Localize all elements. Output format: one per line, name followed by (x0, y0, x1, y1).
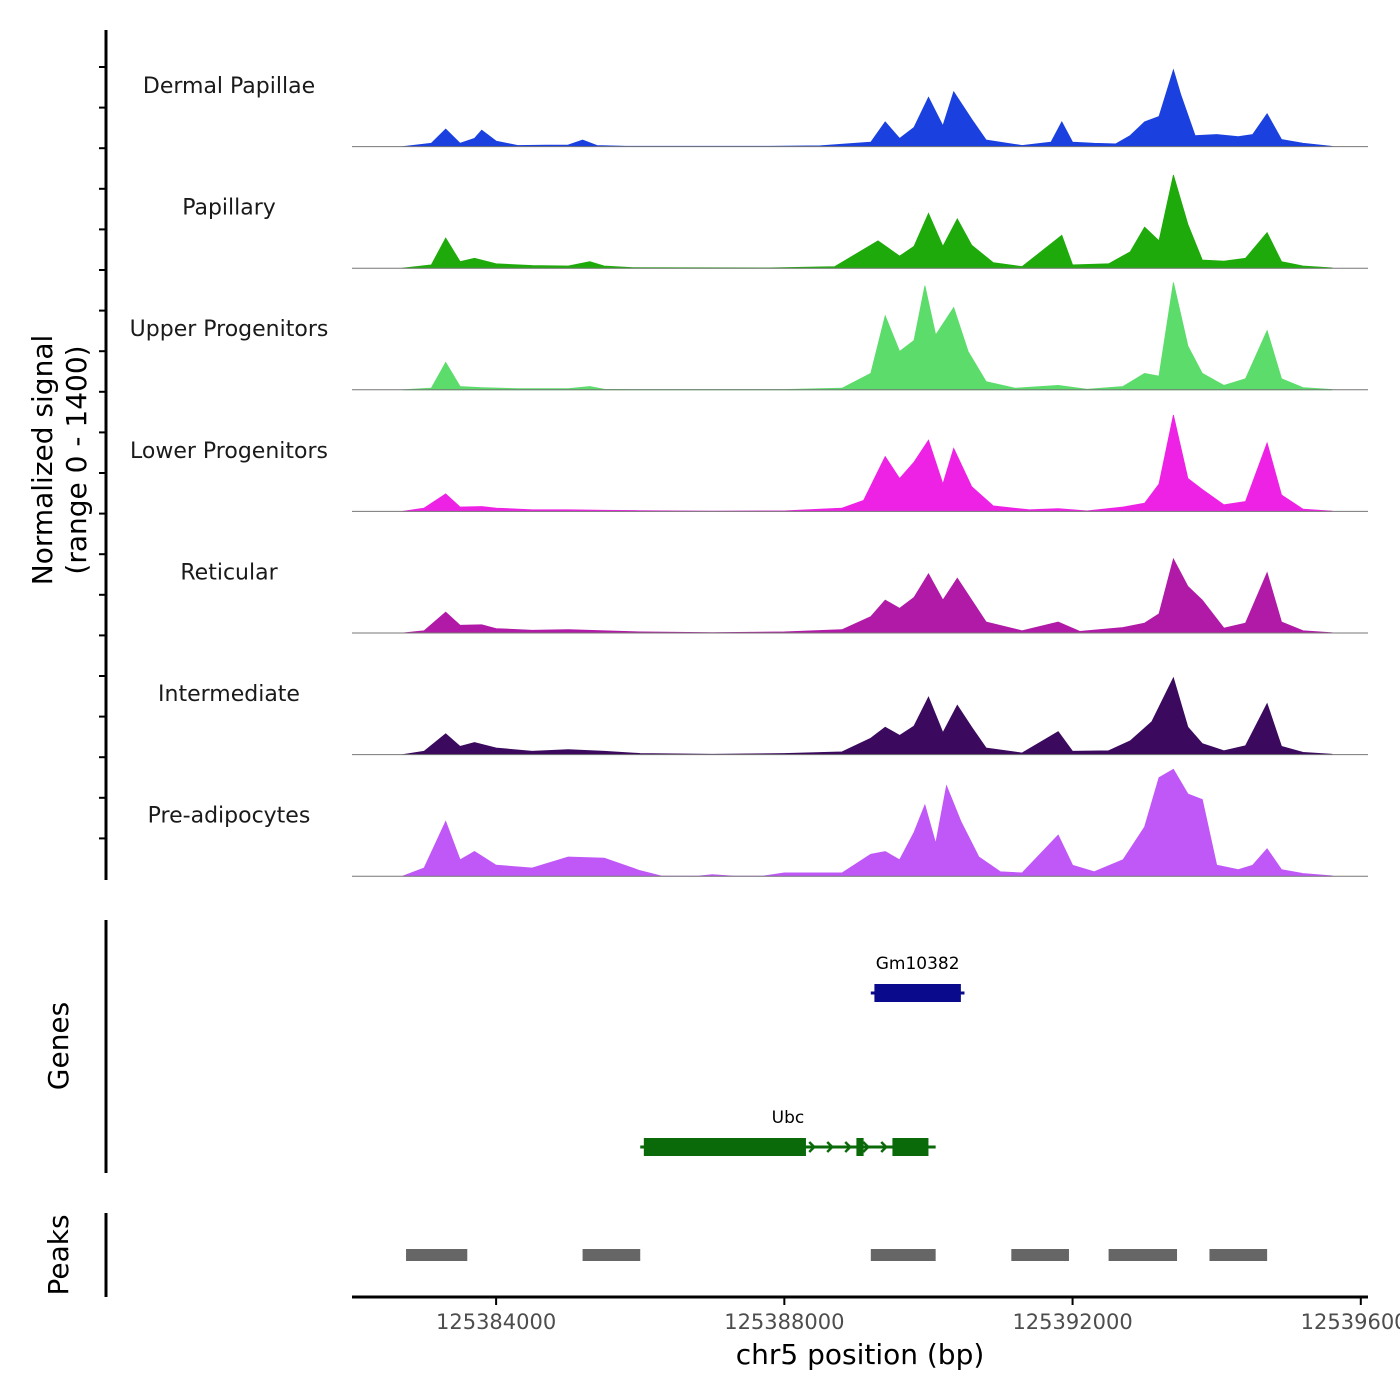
gene-exon (892, 1138, 929, 1156)
x-axis-title: chr5 position (bp) (736, 1338, 985, 1371)
track-upper-progenitors: Upper Progenitors (130, 282, 1368, 391)
track-label: Pre-adipocytes (148, 804, 311, 829)
strand-arrow (862, 1141, 870, 1153)
track-area (402, 174, 1333, 269)
peak-region (1209, 1249, 1268, 1261)
gene-gm10382: Gm10382 (870, 954, 965, 1002)
track-label: Intermediate (158, 682, 300, 707)
gene-label: Ubc (772, 1108, 805, 1128)
track-area (402, 676, 1333, 755)
track-area (402, 68, 1333, 147)
gene-annotations: Gm10382 Ubc (640, 954, 965, 1156)
strand-arrow (826, 1141, 834, 1153)
track-label: Lower Progenitors (130, 439, 328, 464)
track-area (402, 282, 1333, 391)
peaks-panel-title: Peaks (42, 1214, 75, 1295)
gene-exon (874, 984, 961, 1002)
x-axis-ticks: 125384000 125388000 125392000 125396000 (436, 1297, 1400, 1334)
strand-arrow (808, 1141, 816, 1153)
gene-exon (856, 1138, 864, 1156)
gene-ubc: Ubc (640, 1108, 936, 1156)
peak-region (1108, 1249, 1178, 1261)
y-axis-title: Normalized signal (range 0 - 1400) (26, 335, 93, 586)
x-tick-label: 125384000 (436, 1310, 556, 1334)
track-papillary: Papillary (182, 174, 1368, 269)
strand-arrow (880, 1141, 888, 1153)
track-label: Papillary (182, 196, 276, 221)
track-area (402, 414, 1333, 512)
signal-y-ticks (99, 66, 106, 840)
x-tick-label: 125392000 (1012, 1310, 1132, 1334)
peak-region (870, 1249, 936, 1261)
track-pre-adipocytes: Pre-adipocytes (148, 768, 1368, 877)
track-label: Upper Progenitors (130, 317, 329, 342)
strand-arrow (844, 1141, 852, 1153)
x-tick-label: 125388000 (724, 1310, 844, 1334)
peak-region (582, 1249, 641, 1261)
track-label: Dermal Papillae (143, 74, 315, 99)
track-dermal-papillae: Dermal Papillae (143, 68, 1368, 148)
coverage-tracks: Dermal Papillae Papillary Upper Progenitor… (130, 68, 1368, 877)
peak-region (1011, 1249, 1069, 1261)
x-tick-label: 125396000 (1301, 1310, 1400, 1334)
gene-exon (643, 1138, 806, 1156)
y-axis-title-line1: Normalized signal (26, 335, 59, 586)
track-area (402, 768, 1333, 877)
y-axis-title-line2: (range 0 - 1400) (60, 345, 93, 574)
peak-regions (406, 1249, 1268, 1261)
track-area (402, 557, 1333, 634)
peak-region (406, 1249, 468, 1261)
track-lower-progenitors: Lower Progenitors (130, 414, 1368, 512)
track-reticular: Reticular (180, 557, 1368, 634)
gene-label: Gm10382 (876, 954, 960, 974)
genes-panel-title: Genes (42, 1002, 75, 1090)
track-label: Reticular (180, 560, 278, 585)
track-intermediate: Intermediate (158, 676, 1368, 756)
